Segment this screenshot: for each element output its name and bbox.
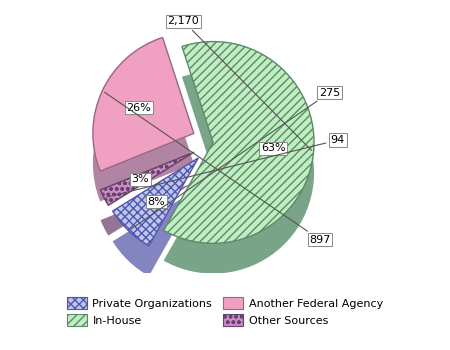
Wedge shape bbox=[164, 42, 314, 243]
Wedge shape bbox=[93, 68, 194, 202]
Text: 26%: 26% bbox=[126, 103, 151, 113]
Wedge shape bbox=[100, 182, 194, 236]
Text: 275: 275 bbox=[131, 88, 340, 229]
Text: 8%: 8% bbox=[148, 197, 165, 206]
Legend: Private Organizations, In-House, Another Federal Agency, Other Sources: Private Organizations, In-House, Another… bbox=[63, 293, 387, 330]
Text: 897: 897 bbox=[105, 92, 331, 245]
Text: 2,170: 2,170 bbox=[167, 16, 311, 150]
Text: 3%: 3% bbox=[131, 175, 149, 184]
Wedge shape bbox=[93, 37, 194, 171]
Wedge shape bbox=[100, 152, 194, 205]
Wedge shape bbox=[112, 188, 198, 276]
Wedge shape bbox=[164, 72, 314, 274]
Wedge shape bbox=[112, 158, 198, 246]
Text: 63%: 63% bbox=[261, 144, 286, 153]
Text: 94: 94 bbox=[107, 135, 345, 197]
